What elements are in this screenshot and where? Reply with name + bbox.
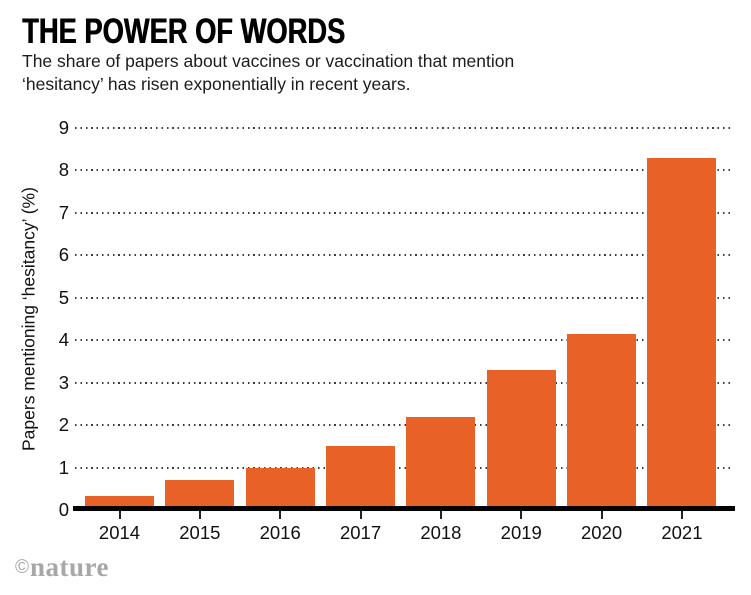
gridline-y2	[75, 424, 733, 427]
x-tick-2014	[118, 511, 121, 519]
x-tick-label-2021: 2021	[661, 522, 703, 543]
x-tick-label-2016: 2016	[259, 522, 301, 543]
y-tick-label-2: 2	[58, 414, 69, 436]
bar-2015	[165, 480, 235, 510]
x-tick-2021	[680, 511, 683, 519]
y-tick-label-6: 6	[58, 244, 69, 266]
chart-subtitle: The share of papers about vaccines or va…	[22, 50, 514, 96]
gridline-y7	[75, 211, 733, 214]
y-tick-label-0: 0	[58, 499, 69, 520]
y-tick-label-7: 7	[58, 201, 69, 223]
gridline-y3	[75, 381, 733, 384]
gridline-y4	[75, 339, 733, 342]
bar-2018	[406, 416, 476, 510]
gridline-y6	[75, 254, 733, 257]
bar-2019	[486, 369, 556, 510]
bar-2016	[245, 467, 315, 510]
x-tick-2015	[198, 511, 201, 519]
gridline-y1	[75, 466, 733, 469]
y-tick-label-3: 3	[58, 371, 69, 393]
x-tick-2019	[520, 511, 523, 519]
chart-subtitle-line2: ‘hesitancy’ has risen exponentially in r…	[22, 74, 411, 94]
x-tick-label-2014: 2014	[98, 522, 141, 543]
bar-2021	[647, 157, 717, 510]
bar-2017	[326, 446, 396, 510]
gridline-y9	[75, 127, 733, 129]
x-tick-label-2015: 2015	[179, 522, 221, 543]
gridline-y5	[75, 296, 733, 299]
x-tick-label-2019: 2019	[500, 522, 542, 543]
nature-logo: ©nature	[15, 552, 109, 583]
y-tick-label-8: 8	[58, 159, 69, 181]
copyright-icon: ©	[15, 557, 30, 578]
x-tick-2018	[439, 511, 442, 519]
x-tick-2017	[359, 511, 362, 519]
plot-area	[75, 127, 733, 510]
x-tick-2020	[600, 511, 603, 519]
x-axis-line	[73, 506, 735, 511]
bar-2020	[567, 333, 637, 510]
chart-title: THE POWER OF WORDS	[22, 12, 346, 51]
nature-wordmark: nature	[30, 552, 110, 582]
y-tick-label-1: 1	[58, 456, 69, 478]
y-tick-label-4: 4	[58, 329, 69, 351]
x-tick-label-2018: 2018	[420, 522, 462, 543]
x-tick-label-2017: 2017	[339, 522, 382, 543]
y-tick-label-5: 5	[58, 286, 69, 308]
x-tick-2016	[279, 511, 282, 519]
y-axis-title: Papers mentioning ‘hesitancy’ (%)	[18, 187, 39, 451]
gridline-y8	[75, 169, 733, 172]
x-tick-label-2020: 2020	[581, 522, 623, 543]
chart-subtitle-line1: The share of papers about vaccines or va…	[22, 51, 515, 71]
y-tick-label-9: 9	[58, 117, 69, 138]
